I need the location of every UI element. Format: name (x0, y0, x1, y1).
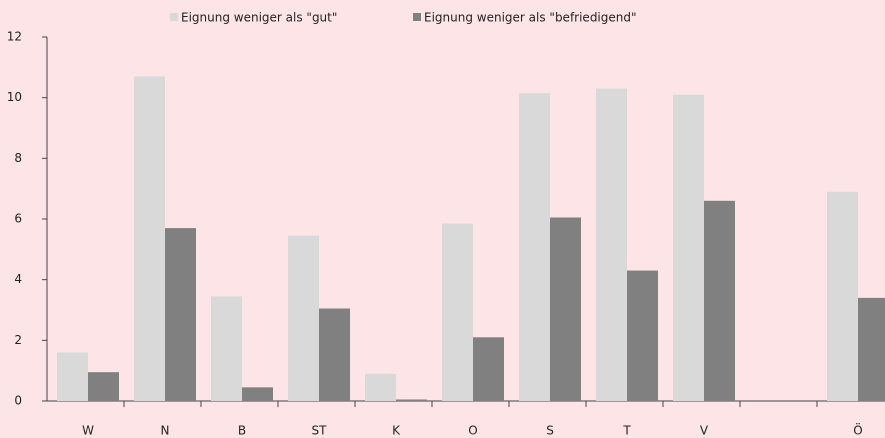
legend-label: Eignung weniger als "befriedigend" (424, 11, 637, 25)
x-tick-label: V (700, 424, 709, 438)
bar (519, 93, 550, 401)
bar (242, 387, 273, 401)
legend-swatch (413, 13, 421, 21)
bar (704, 200, 735, 401)
bar (673, 94, 704, 401)
bar (88, 372, 119, 401)
y-tick-label: 12 (7, 30, 22, 44)
bar (550, 217, 581, 401)
x-tick-label: ST (312, 424, 328, 438)
x-tick-label: N (161, 424, 170, 438)
x-tick-label: K (392, 424, 401, 438)
bar (134, 76, 165, 401)
bar (396, 399, 427, 401)
bar (319, 308, 350, 401)
bar (858, 297, 885, 401)
legend-label: Eignung weniger als "gut" (181, 11, 337, 25)
y-tick-label: 2 (14, 333, 22, 347)
bar (473, 337, 504, 401)
bar (827, 191, 858, 401)
bar (627, 270, 658, 401)
y-tick-label: 8 (14, 151, 22, 165)
x-tick-label: B (238, 424, 246, 438)
bar (288, 235, 319, 401)
y-tick-label: 10 (7, 90, 22, 104)
y-tick-label: 4 (14, 272, 22, 286)
x-tick-label: T (622, 424, 631, 438)
x-tick-label: Ö (853, 422, 862, 438)
bar (596, 88, 627, 402)
x-tick-label: O (468, 424, 477, 438)
bar (57, 352, 88, 401)
x-tick-label: W (82, 424, 94, 438)
y-tick-label: 6 (14, 212, 22, 226)
bar (165, 228, 196, 401)
bar (365, 373, 396, 401)
bar (211, 296, 242, 401)
x-tick-label: S (546, 424, 554, 438)
bar (442, 223, 473, 401)
y-tick-label: 0 (14, 394, 22, 408)
legend-swatch (170, 13, 178, 21)
